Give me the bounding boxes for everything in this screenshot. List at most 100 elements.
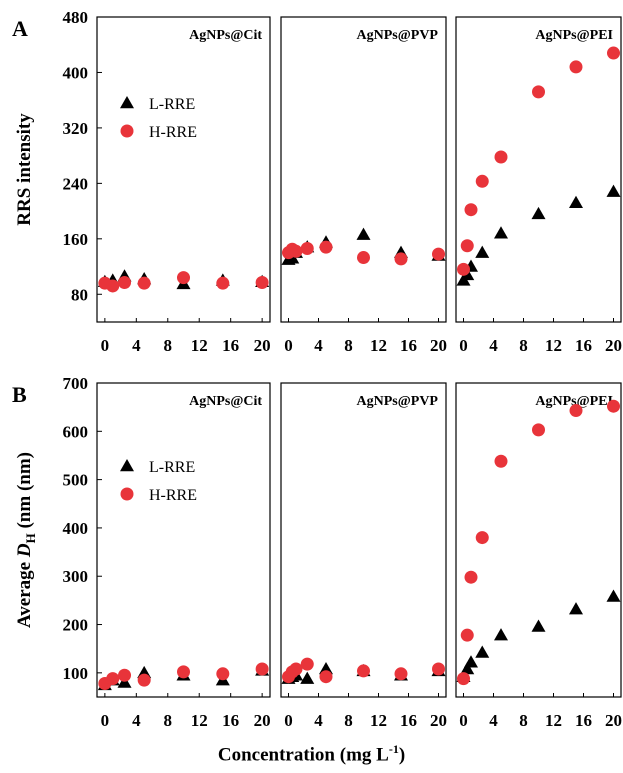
y-tick-label-A-80: 80 bbox=[71, 285, 88, 304]
x-tick-label-A-2-4: 4 bbox=[314, 336, 323, 355]
point-A-1-H-RRE-3 bbox=[137, 276, 151, 290]
x-tick-label-B-2-4: 4 bbox=[314, 711, 323, 730]
x-tick-label-A-3-0: 0 bbox=[459, 336, 468, 355]
x-axis-label-exponent: -1 bbox=[388, 742, 399, 756]
point-B-2-H-RRE-7 bbox=[432, 662, 445, 676]
subplot-title-A-1: AgNPs@Cit bbox=[189, 28, 262, 43]
point-A-2-H-RRE-2 bbox=[289, 244, 303, 258]
legend-label-B-L-RRE: L-RRE bbox=[149, 459, 195, 476]
subplot-frame-B-3 bbox=[455, 382, 622, 698]
y-tick-label-B-600: 600 bbox=[63, 422, 89, 441]
x-tick-label-B-3-20: 20 bbox=[605, 711, 622, 730]
x-tick-label-B-1-0: 0 bbox=[101, 711, 110, 730]
y-tick-label-A-240: 240 bbox=[63, 174, 89, 193]
x-tick-label-A-1-20: 20 bbox=[254, 336, 271, 355]
y-tick-label-A-160: 160 bbox=[63, 230, 89, 249]
x-tick-label-A-3-16: 16 bbox=[575, 336, 592, 355]
point-B-2-H-RRE-4 bbox=[319, 670, 333, 684]
point-A-3-H-RRE-2 bbox=[464, 203, 478, 217]
x-tick-label-A-1-0: 0 bbox=[101, 336, 110, 355]
point-B-1-H-RRE-5 bbox=[216, 667, 230, 681]
legend-marker-A-H-RRE bbox=[120, 124, 134, 138]
point-B-1-H-RRE-3 bbox=[137, 673, 151, 687]
point-B-3-L-RRE-5 bbox=[531, 619, 546, 632]
point-B-1-H-RRE-6 bbox=[255, 662, 269, 676]
point-B-1-H-RRE-1 bbox=[106, 672, 120, 686]
y-tick-label-B-200: 200 bbox=[63, 616, 89, 635]
point-B-3-H-RRE-5 bbox=[532, 423, 545, 437]
point-B-2-H-RRE-5 bbox=[357, 664, 370, 678]
x-axis-label-text: Concentration (mg L bbox=[217, 744, 389, 766]
x-tick-label-B-3-12: 12 bbox=[545, 711, 562, 730]
x-tick-label-B-2-8: 8 bbox=[344, 711, 353, 730]
y-axis-label-B: Average DH (nm (nm) bbox=[14, 452, 38, 628]
point-A-2-H-RRE-3 bbox=[300, 242, 314, 256]
subplot-frame-B-2 bbox=[280, 382, 447, 698]
point-A-3-L-RRE-4 bbox=[494, 226, 508, 239]
point-B-3-H-RRE-2 bbox=[464, 570, 478, 584]
point-B-3-L-RRE-7 bbox=[606, 589, 621, 602]
x-tick-label-B-1-4: 4 bbox=[132, 711, 141, 730]
x-axis-label: Concentration (mg L-1) bbox=[0, 742, 623, 766]
x-tick-label-A-2-8: 8 bbox=[344, 336, 353, 355]
x-tick-label-A-2-12: 12 bbox=[370, 336, 387, 355]
point-A-3-H-RRE-5 bbox=[532, 85, 545, 99]
point-B-2-L-RRE-4 bbox=[319, 661, 333, 675]
point-B-2-H-RRE-3 bbox=[300, 657, 314, 671]
point-A-3-H-RRE-1 bbox=[460, 239, 474, 253]
x-tick-label-B-2-12: 12 bbox=[370, 711, 387, 730]
point-A-3-L-RRE-6 bbox=[569, 195, 583, 209]
x-tick-label-A-1-12: 12 bbox=[191, 336, 208, 355]
subplot-frame-B-1 bbox=[96, 382, 271, 698]
point-A-1-H-RRE-6 bbox=[255, 275, 269, 289]
point-B-3-L-RRE-3 bbox=[475, 645, 490, 658]
legend-label-A-H-RRE: H-RRE bbox=[149, 124, 197, 141]
point-A-3-L-RRE-7 bbox=[606, 184, 621, 197]
point-A-3-H-RRE-0 bbox=[457, 262, 470, 276]
legend-marker-A-L-RRE bbox=[120, 96, 134, 109]
legend-label-B-H-RRE: H-RRE bbox=[149, 487, 197, 504]
point-A-2-H-RRE-7 bbox=[432, 247, 445, 261]
legend-marker-B-L-RRE bbox=[120, 459, 134, 472]
point-A-2-L-RRE-5 bbox=[356, 227, 371, 240]
panel-letter-B: B bbox=[12, 382, 27, 407]
point-A-3-H-RRE-3 bbox=[475, 174, 489, 188]
point-B-3-L-RRE-6 bbox=[569, 602, 583, 615]
point-A-3-L-RRE-5 bbox=[531, 206, 546, 220]
x-tick-label-A-1-16: 16 bbox=[222, 336, 239, 355]
x-tick-label-B-2-16: 16 bbox=[400, 711, 417, 730]
x-tick-label-A-3-12: 12 bbox=[545, 336, 562, 355]
subplot-frame-A-3 bbox=[455, 16, 622, 323]
legend-marker-B-H-RRE bbox=[120, 487, 134, 501]
x-tick-label-B-2-20: 20 bbox=[430, 711, 447, 730]
x-tick-label-B-3-16: 16 bbox=[575, 711, 592, 730]
x-tick-label-B-3-8: 8 bbox=[519, 711, 528, 730]
point-A-3-H-RRE-6 bbox=[569, 60, 583, 74]
subplot-frame-A-2 bbox=[280, 16, 447, 323]
point-B-3-H-RRE-0 bbox=[457, 672, 470, 686]
x-tick-label-B-1-12: 12 bbox=[191, 711, 208, 730]
point-B-3-L-RRE-1 bbox=[460, 661, 475, 675]
x-tick-label-B-3-0: 0 bbox=[459, 711, 468, 730]
point-A-1-H-RRE-1 bbox=[106, 279, 120, 293]
x-tick-label-A-1-8: 8 bbox=[164, 336, 173, 355]
point-A-3-H-RRE-7 bbox=[607, 46, 620, 60]
point-A-3-L-RRE-3 bbox=[475, 245, 490, 258]
point-A-2-H-RRE-4 bbox=[319, 240, 333, 254]
point-B-3-H-RRE-4 bbox=[494, 454, 508, 468]
subplot-frame-A-1 bbox=[96, 16, 271, 323]
x-axis-label-close: ) bbox=[398, 744, 406, 766]
point-B-3-H-RRE-1 bbox=[460, 628, 474, 642]
subplot-title-B-1: AgNPs@Cit bbox=[189, 394, 262, 409]
point-A-1-H-RRE-2 bbox=[118, 275, 132, 289]
x-tick-label-A-1-4: 4 bbox=[132, 336, 141, 355]
point-B-3-H-RRE-6 bbox=[569, 404, 583, 418]
point-B-1-H-RRE-2 bbox=[118, 668, 132, 682]
point-B-3-L-RRE-4 bbox=[494, 628, 508, 641]
x-tick-label-A-2-16: 16 bbox=[400, 336, 417, 355]
x-tick-label-B-1-20: 20 bbox=[254, 711, 271, 730]
y-tick-label-A-400: 400 bbox=[63, 63, 89, 82]
y-tick-label-B-700: 700 bbox=[63, 374, 89, 393]
y-tick-label-B-500: 500 bbox=[63, 471, 89, 490]
